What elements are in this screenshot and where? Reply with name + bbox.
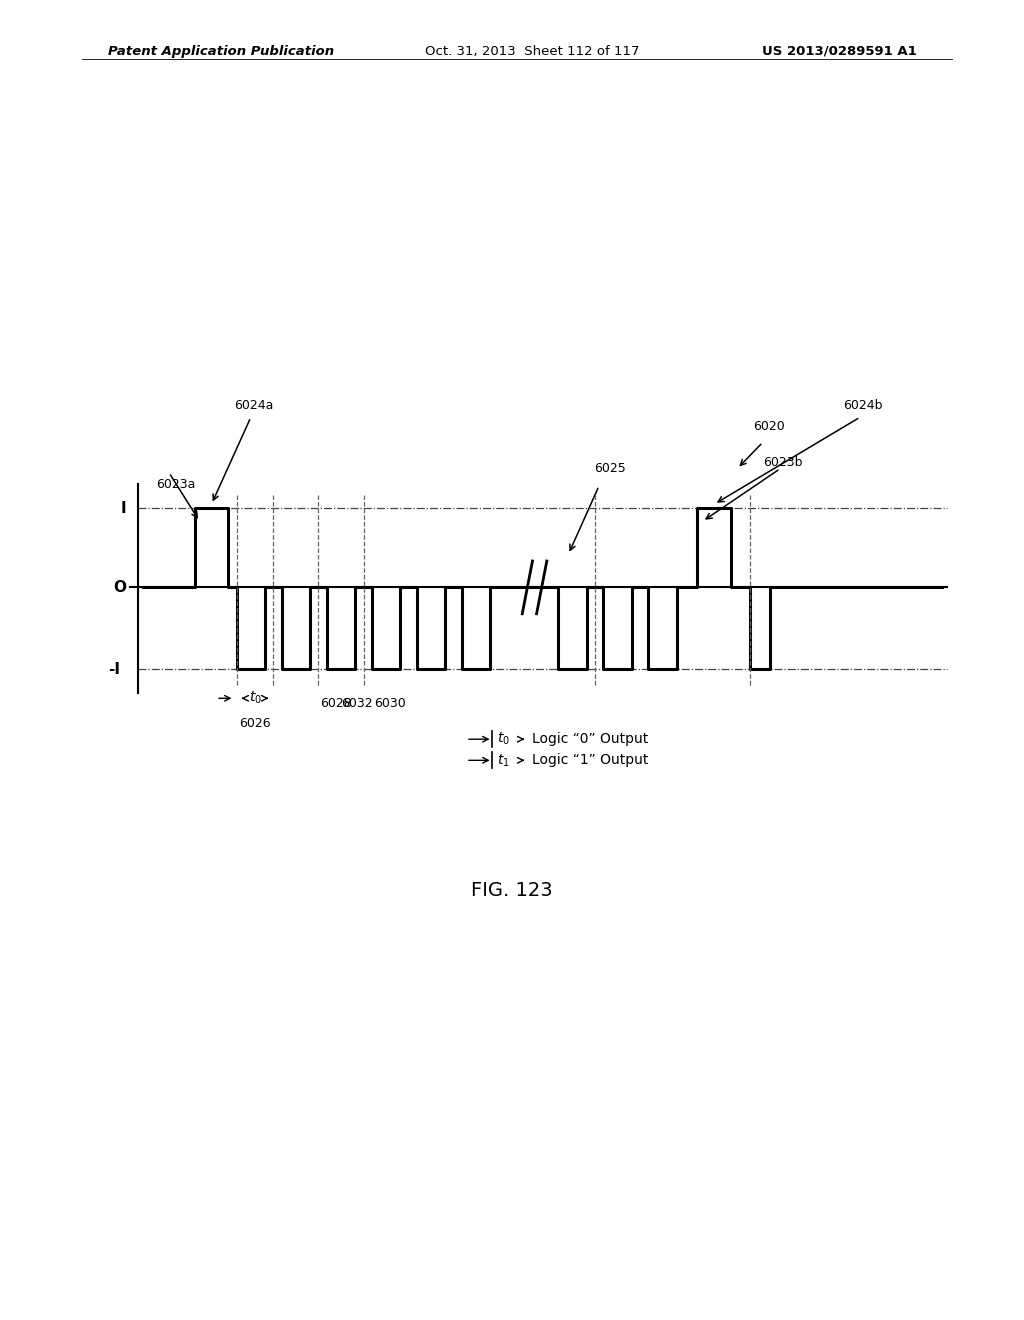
Text: Patent Application Publication: Patent Application Publication (108, 45, 334, 58)
Text: 6026: 6026 (240, 717, 270, 730)
Text: 6028: 6028 (321, 697, 352, 710)
Text: I: I (121, 500, 126, 516)
Text: Logic “0” Output: Logic “0” Output (532, 733, 649, 746)
Text: 6025: 6025 (594, 462, 626, 475)
Text: 6030: 6030 (374, 697, 406, 710)
Text: -I: -I (108, 661, 120, 677)
Text: 6024a: 6024a (234, 399, 273, 412)
Text: $t_0$: $t_0$ (497, 731, 510, 747)
Text: 6024b: 6024b (844, 399, 883, 412)
Text: FIG. 123: FIG. 123 (471, 882, 553, 900)
Text: Oct. 31, 2013  Sheet 112 of 117: Oct. 31, 2013 Sheet 112 of 117 (425, 45, 639, 58)
Text: 6020: 6020 (753, 420, 784, 433)
Text: $t_1$: $t_1$ (497, 752, 509, 768)
Text: US 2013/0289591 A1: US 2013/0289591 A1 (762, 45, 916, 58)
Text: 6023b: 6023b (763, 455, 803, 469)
Text: 6032: 6032 (341, 697, 373, 710)
Text: O: O (113, 579, 126, 595)
Text: $t_0$: $t_0$ (249, 690, 261, 706)
Text: Logic “1” Output: Logic “1” Output (532, 754, 649, 767)
Text: 6023a: 6023a (156, 478, 195, 491)
